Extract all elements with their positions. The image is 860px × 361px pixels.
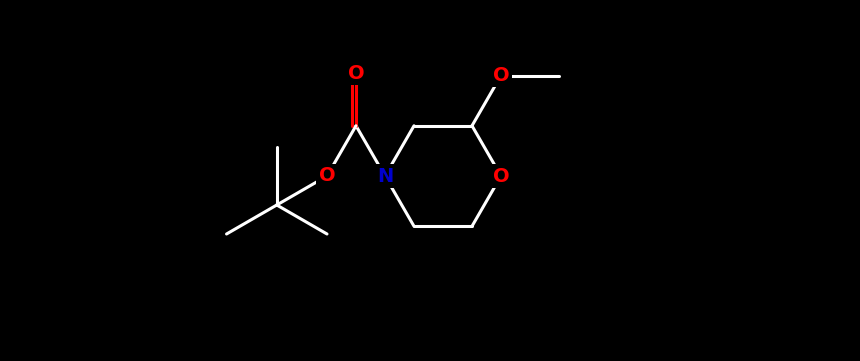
Text: O: O (319, 166, 335, 186)
Text: O: O (493, 66, 509, 85)
Text: O: O (347, 64, 365, 83)
Text: O: O (493, 166, 509, 186)
Text: N: N (377, 166, 393, 186)
